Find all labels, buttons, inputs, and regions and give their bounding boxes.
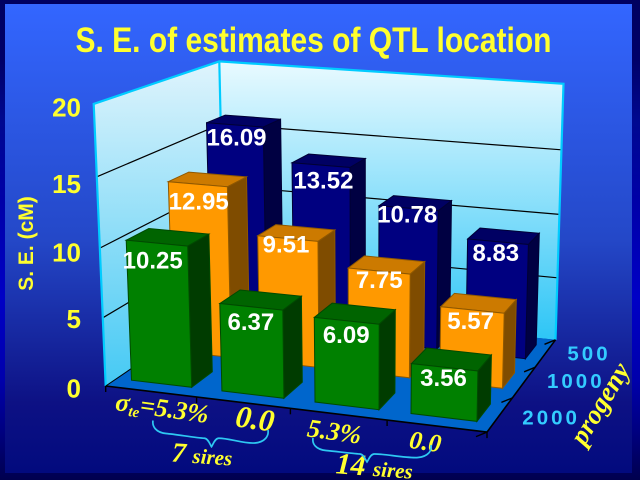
svg-text:20: 20 (52, 92, 81, 122)
svg-text:9.51: 9.51 (263, 231, 310, 258)
svg-text:S. E. (cM): S. E. (cM) (15, 196, 38, 291)
svg-text:10: 10 (52, 238, 81, 268)
svg-text:15: 15 (52, 169, 81, 199)
svg-text:6.37: 6.37 (228, 309, 275, 336)
svg-text:0.0: 0.0 (408, 425, 444, 458)
svg-text:1000: 1000 (547, 370, 605, 393)
svg-text:0.0: 0.0 (234, 399, 277, 439)
svg-text:13.52: 13.52 (293, 168, 353, 195)
svg-text:10.25: 10.25 (123, 248, 183, 275)
svg-text:6.09: 6.09 (323, 322, 370, 349)
svg-text:7.75: 7.75 (356, 267, 403, 294)
svg-text:5.57: 5.57 (447, 308, 494, 335)
svg-text:2000: 2000 (522, 406, 580, 429)
svg-text:0: 0 (67, 374, 81, 404)
svg-text:7 sires: 7 sires (171, 437, 234, 472)
svg-text:500: 500 (567, 342, 610, 365)
svg-text:10.78: 10.78 (377, 202, 437, 229)
svg-text:3.56: 3.56 (420, 365, 467, 392)
svg-text:8.83: 8.83 (472, 240, 519, 267)
svg-text:S. E. of estimates of QTL loca: S. E. of estimates of QTL location (76, 21, 552, 60)
svg-text:16.09: 16.09 (206, 125, 266, 152)
svg-text:5: 5 (67, 304, 81, 334)
svg-text:12.95: 12.95 (169, 189, 229, 216)
